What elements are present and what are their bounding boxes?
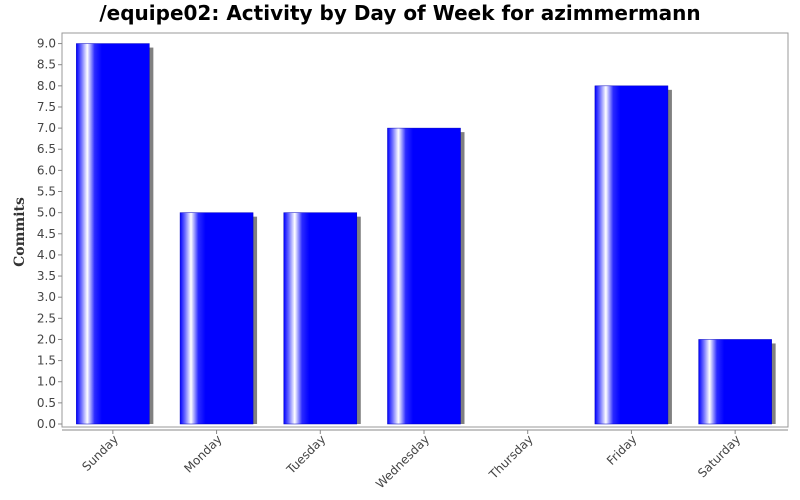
y-tick-label: 0.5 xyxy=(37,396,56,410)
x-tick-label: Saturday xyxy=(695,432,743,480)
y-tick-label: 5.0 xyxy=(37,206,56,220)
x-tick-label: Friday xyxy=(604,432,640,468)
y-tick-label: 3.5 xyxy=(37,269,56,283)
y-tick-label: 7.0 xyxy=(37,121,56,135)
x-tick-label: Wednesday xyxy=(373,432,432,491)
y-tick-label: 1.5 xyxy=(37,354,56,368)
y-tick-label: 7.5 xyxy=(37,100,56,114)
x-tick-label: Sunday xyxy=(79,432,121,474)
y-tick-label: 1.0 xyxy=(37,375,56,389)
y-tick-label: 9.0 xyxy=(37,37,56,51)
bar-sunday xyxy=(76,43,150,425)
y-tick-label: 2.5 xyxy=(37,311,56,325)
y-axis: 0.0 0.5 1.0 1.5 2.0 2.5 3.0 3.5 4.0 4.5 5.0 5.5 6.0 6… xyxy=(37,37,62,431)
y-tick-label: 0.0 xyxy=(37,417,56,431)
bar-saturday xyxy=(698,339,772,425)
y-tick-label: 4.5 xyxy=(37,227,56,241)
bar-wednesday xyxy=(387,127,461,425)
chart-title: /equipe02: Activity by Day of Week for a… xyxy=(99,1,700,25)
y-tick-label: 8.5 xyxy=(37,58,56,72)
x-tick-label: Thursday xyxy=(486,432,536,482)
bar-monday xyxy=(179,212,254,425)
y-axis-label: Commits xyxy=(12,197,28,267)
bars xyxy=(76,43,776,425)
y-tick-label: 2.0 xyxy=(37,332,56,346)
y-tick-label: 6.5 xyxy=(37,142,56,156)
x-tick-label: Monday xyxy=(181,432,224,475)
y-tick-label: 4.0 xyxy=(37,248,56,262)
y-tick-label: 5.5 xyxy=(37,185,56,199)
bar-tuesday xyxy=(283,212,358,425)
x-axis: Sunday Monday Tuesday Wednesday Thursday Frid… xyxy=(62,429,788,491)
bar-friday xyxy=(594,85,669,425)
y-tick-label: 8.0 xyxy=(37,79,56,93)
y-tick-label: 3.0 xyxy=(37,290,56,304)
x-tick-label: Tuesday xyxy=(283,432,328,477)
y-tick-label: 6.0 xyxy=(37,163,56,177)
